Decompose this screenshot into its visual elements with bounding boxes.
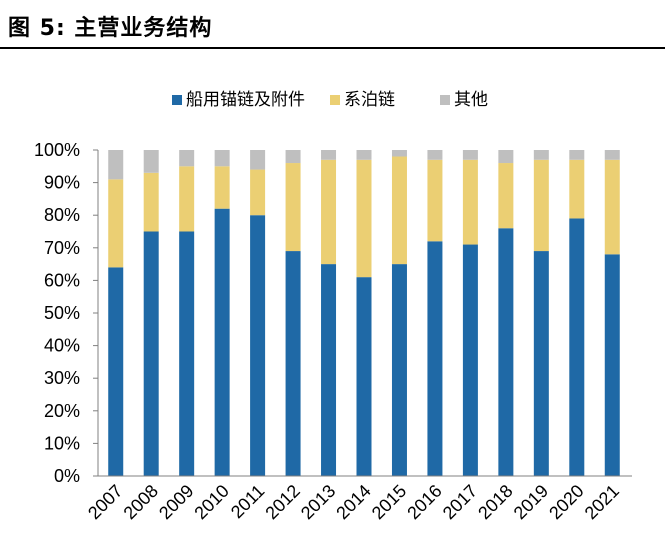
- bar-segment-mooring-chain-2017: [462, 159, 478, 245]
- bar-segment-anchor-chain-2021: [604, 254, 620, 476]
- x-tick-label: 2007: [84, 481, 126, 523]
- bar-segment-anchor-chain-2013: [321, 264, 337, 476]
- figure-title: 图 5: 主营业务结构: [8, 16, 213, 41]
- legend-swatch: [440, 95, 450, 105]
- bar-segment-mooring-chain-2015: [391, 156, 407, 265]
- y-tick-label: 0%: [54, 466, 80, 486]
- bar-segment-anchor-chain-2016: [427, 241, 443, 476]
- bar-segment-mooring-chain-2019: [533, 159, 549, 252]
- x-tick-label: 2018: [474, 481, 516, 523]
- x-tick-label: 2019: [510, 481, 552, 523]
- bar-segment-anchor-chain-2010: [214, 208, 230, 476]
- bar-segment-anchor-chain-2009: [179, 231, 195, 476]
- bar-segment-mooring-chain-2016: [427, 159, 443, 242]
- legend-label: 其他: [454, 90, 488, 110]
- bar-series: [108, 150, 620, 476]
- bar-segment-anchor-chain-2017: [462, 244, 478, 476]
- x-tick-label: 2013: [297, 481, 339, 523]
- bar-segment-mooring-chain-2008: [143, 172, 159, 232]
- legend-swatch: [330, 95, 340, 105]
- bar-segment-anchor-chain-2019: [533, 251, 549, 476]
- legend-label: 系泊链: [344, 90, 395, 110]
- bar-segment-other-2016: [427, 150, 443, 160]
- y-tick-label: 100%: [34, 140, 80, 160]
- y-tick-label: 40%: [44, 336, 80, 356]
- y-tick-label: 90%: [44, 173, 80, 193]
- title-divider: [0, 47, 665, 49]
- y-tick-label: 20%: [44, 401, 80, 421]
- bar-segment-anchor-chain-2020: [569, 218, 585, 476]
- bar-segment-other-2014: [356, 150, 372, 160]
- bar-segment-mooring-chain-2009: [179, 166, 195, 232]
- bar-segment-mooring-chain-2018: [498, 163, 514, 229]
- bar-segment-anchor-chain-2008: [143, 231, 159, 476]
- bar-segment-mooring-chain-2011: [250, 169, 266, 216]
- bar-segment-other-2011: [250, 150, 266, 170]
- x-tick-label: 2017: [439, 481, 481, 523]
- bar-segment-other-2007: [108, 150, 124, 180]
- y-tick-label: 80%: [44, 205, 80, 225]
- y-tick-label: 60%: [44, 270, 80, 290]
- bar-segment-mooring-chain-2013: [321, 159, 337, 265]
- bar-segment-other-2017: [462, 150, 478, 160]
- bar-segment-anchor-chain-2012: [285, 251, 301, 476]
- bar-segment-other-2015: [391, 150, 407, 157]
- bar-segment-mooring-chain-2021: [604, 159, 620, 255]
- chart-legend: 船用锚链及附件 系泊链 其他: [172, 90, 488, 110]
- bar-segment-mooring-chain-2012: [285, 163, 301, 252]
- bar-segment-other-2009: [179, 150, 195, 167]
- x-tick-label: 2010: [191, 481, 233, 523]
- bar-segment-other-2013: [321, 150, 337, 160]
- bar-segment-anchor-chain-2007: [108, 267, 124, 476]
- legend-label: 船用锚链及附件: [186, 90, 305, 110]
- bar-segment-mooring-chain-2020: [569, 159, 585, 219]
- x-tick-label: 2015: [368, 481, 410, 523]
- bar-segment-anchor-chain-2015: [391, 264, 407, 476]
- bar-segment-mooring-chain-2007: [108, 179, 124, 268]
- bar-segment-other-2012: [285, 150, 301, 164]
- x-tick-label: 2021: [581, 481, 623, 523]
- bar-segment-other-2010: [214, 150, 230, 167]
- legend-swatch: [172, 95, 182, 105]
- y-tick-label: 50%: [44, 303, 80, 323]
- x-tick-label: 2020: [545, 481, 587, 523]
- bar-segment-other-2021: [604, 150, 620, 160]
- y-tick-label: 30%: [44, 368, 80, 388]
- x-tick-label: 2014: [332, 481, 374, 523]
- bar-segment-other-2019: [533, 150, 549, 160]
- y-tick-label: 10%: [44, 433, 80, 453]
- x-tick-label: 2012: [261, 481, 303, 523]
- x-tick-label: 2011: [227, 481, 269, 523]
- bar-segment-anchor-chain-2011: [250, 215, 266, 476]
- x-tick-label: 2016: [403, 481, 445, 523]
- x-tick-label: 2009: [155, 481, 197, 523]
- bar-segment-other-2020: [569, 150, 585, 160]
- bar-segment-mooring-chain-2014: [356, 159, 372, 278]
- x-tick-label: 2008: [120, 481, 162, 523]
- y-axis: 0% 10% 20% 30% 40% 50% 60% 70% 80% 90% 100%: [34, 140, 99, 486]
- bar-segment-other-2018: [498, 150, 514, 164]
- bar-segment-anchor-chain-2014: [356, 277, 372, 476]
- bar-segment-mooring-chain-2010: [214, 166, 230, 209]
- y-tick-label: 70%: [44, 238, 80, 258]
- bar-segment-other-2008: [143, 150, 159, 173]
- x-axis: 2007200820092010201120122013201420152016…: [84, 475, 632, 523]
- bar-segment-anchor-chain-2018: [498, 228, 514, 476]
